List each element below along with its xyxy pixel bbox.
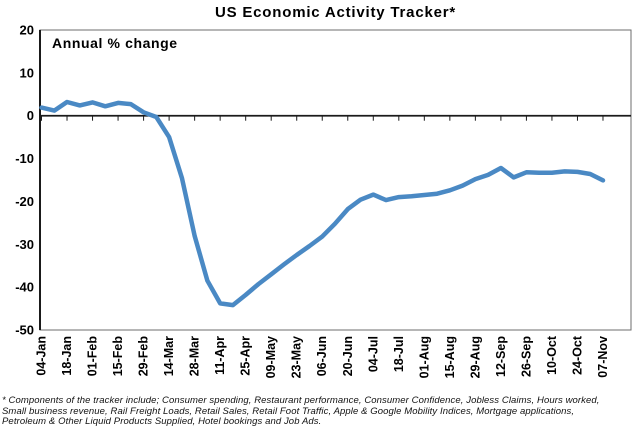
footnote-line: Petroleum & Other Liquid Products Suppli… xyxy=(2,416,322,427)
y-tick-label: 20 xyxy=(20,23,34,38)
x-tick-label: 18-Jan xyxy=(60,336,74,376)
x-tick-label: 29-Aug xyxy=(468,336,482,378)
activity-tracker-line xyxy=(39,99,606,308)
x-tick-label: 07-Nov xyxy=(596,336,610,378)
x-tick-label: 11-Apr xyxy=(213,336,227,375)
x-tick-label: 12-Sep xyxy=(494,336,508,377)
axis-unit-label: Annual % change xyxy=(52,35,178,51)
x-tick-label: 26-Sep xyxy=(519,336,533,377)
x-tick-label: 01-Aug xyxy=(417,336,431,378)
x-tick-label: 10-Oct xyxy=(545,335,559,375)
footnote-line: * Components of the tracker include; Con… xyxy=(2,395,600,406)
x-tick-label: 24-Oct xyxy=(570,335,584,375)
x-tick-label: 15-Aug xyxy=(443,336,457,378)
x-tick-label: 09-May xyxy=(264,336,278,378)
x-tick-label: 20-Jun xyxy=(341,336,355,376)
x-tick-label: 25-Apr xyxy=(239,336,253,376)
plot-border xyxy=(39,29,632,331)
x-tick-label: 18-Jul xyxy=(392,336,406,372)
x-tick-label: 29-Feb xyxy=(137,336,151,377)
footnote-line: Small business revenue, Rail Freight Loa… xyxy=(2,405,575,417)
footnote: * Components of the tracker include; Con… xyxy=(2,395,640,428)
y-tick-label: -40 xyxy=(15,280,34,295)
x-tick-label: 04-Jul xyxy=(366,336,380,372)
y-tick-label: -10 xyxy=(15,151,34,166)
x-tick-label: 23-May xyxy=(290,336,304,378)
x-tick-label: 06-Jun xyxy=(315,336,329,376)
y-tick-label: 10 xyxy=(20,65,34,80)
y-tick-label: -50 xyxy=(15,323,34,338)
x-tick-label: 01-Feb xyxy=(86,336,100,377)
y-tick-label: -20 xyxy=(15,194,34,209)
chart-title: US Economic Activity Tracker* xyxy=(214,4,457,21)
x-tick-label: 14-Mar xyxy=(162,336,176,376)
y-tick-label: 0 xyxy=(27,108,34,123)
x-tick-label: 04-Jan xyxy=(35,336,49,376)
y-tick-label: -30 xyxy=(15,237,34,252)
x-tick-label: 15-Feb xyxy=(111,336,125,377)
x-tick-label: 28-Mar xyxy=(188,336,202,376)
